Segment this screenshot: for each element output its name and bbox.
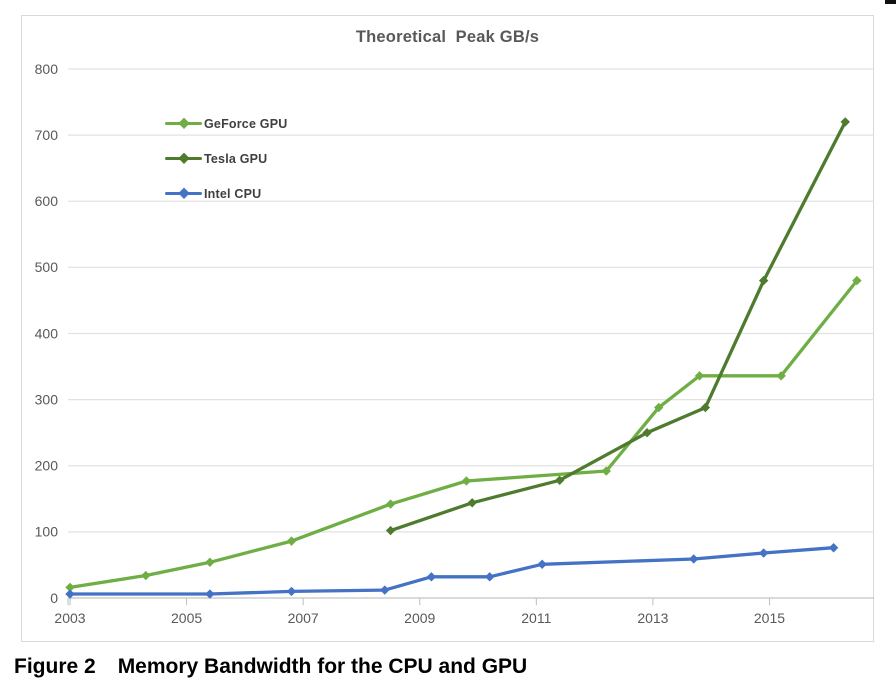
legend-line-intel-cpu [165, 188, 202, 199]
series-line-tesla-gpu [388, 120, 847, 533]
legend-label-intel-cpu: Intel CPU [204, 186, 262, 201]
y-tick-label-100: 100 [35, 524, 59, 540]
legend-item-intel-cpu: Intel CPU [165, 176, 287, 211]
x-tick-label-2009: 2009 [404, 610, 435, 626]
figure-caption-text: Memory Bandwidth for the CPU and GPU [117, 655, 528, 678]
marker-tesla-gpu-2016.3 [840, 117, 850, 127]
marker-geforce-gpu-2005.4 [205, 557, 215, 567]
y-tick-label-300: 300 [35, 391, 59, 407]
x-tick-label-2007: 2007 [288, 610, 319, 626]
marker-geforce-gpu-2016.5 [852, 275, 862, 286]
marker-geforce-gpu-2009.8 [461, 476, 472, 486]
x-tick-label-2011: 2011 [521, 610, 551, 626]
series-line-intel-cpu [68, 546, 836, 596]
marker-intel-cpu-2006.8 [286, 586, 297, 597]
y-tick-label-0: 0 [50, 590, 58, 606]
marker-tesla-gpu-2012.9 [642, 427, 652, 438]
marker-intel-cpu-2009.2 [426, 572, 437, 582]
marker-intel-cpu-2003 [65, 589, 75, 599]
legend-diamond-icon [178, 153, 189, 164]
y-tick-label-500: 500 [35, 259, 59, 275]
marker-intel-cpu-2014.9 [758, 548, 769, 558]
y-tick-label-200: 200 [35, 458, 59, 474]
legend-diamond-icon [178, 188, 189, 199]
legend-item-geforce-gpu: GeForce GPU [165, 106, 287, 141]
legend-label-geforce-gpu: GeForce GPU [204, 116, 288, 131]
marker-tesla-gpu-2008.5 [385, 525, 396, 536]
y-tick-label-700: 700 [35, 127, 59, 143]
x-tick-label-2013: 2013 [637, 610, 668, 626]
marker-intel-cpu-2013.7 [689, 554, 699, 564]
y-tick-label-800: 800 [35, 61, 59, 77]
x-tick-label-2005: 2005 [171, 610, 202, 626]
marker-geforce-gpu-2015.2 [776, 371, 786, 381]
marker-geforce-gpu-2008.5 [385, 499, 396, 509]
marker-tesla-gpu-2013.9 [700, 402, 711, 413]
legend-line-tesla-gpu [165, 153, 202, 164]
marker-geforce-gpu-2004.3 [141, 570, 151, 581]
x-tick-label-2003: 2003 [54, 610, 85, 626]
legend-line-geforce-gpu [165, 118, 202, 129]
y-tick-label-400: 400 [35, 325, 59, 341]
x-tick-label-2015: 2015 [754, 610, 785, 626]
chart-panel [21, 15, 874, 642]
marker-geforce-gpu-2013.8 [694, 371, 705, 381]
figure-caption-number: Figure 2 [14, 655, 96, 678]
legend-diamond-icon [178, 118, 189, 129]
legend-label-tesla-gpu: Tesla GPU [204, 151, 268, 166]
chart-title: Theoretical Peak GB/s [355, 28, 540, 46]
y-tick-label-600: 600 [35, 193, 59, 209]
marker-geforce-gpu-2012.2 [601, 466, 611, 476]
legend-item-tesla-gpu: Tesla GPU [165, 141, 287, 176]
marker-intel-cpu-2005.4 [205, 589, 215, 599]
marker-geforce-gpu-2013.1 [654, 402, 664, 413]
marker-tesla-gpu-2011.4 [554, 475, 565, 485]
marker-intel-cpu-2008.4 [380, 585, 390, 595]
chart-legend: GeForce GPU Tesla GPU Intel CPU [165, 106, 287, 211]
marker-intel-cpu-2011.1 [537, 559, 547, 569]
marker-tesla-gpu-2009.9 [467, 498, 477, 508]
cropped-text-fragment [885, 0, 896, 4]
series-line-geforce-gpu [68, 278, 859, 590]
figure-caption: Figure 2 Memory Bandwidth for the CPU and… [14, 655, 527, 679]
marker-intel-cpu-2010.2 [484, 572, 495, 582]
marker-tesla-gpu-2014.9 [758, 275, 769, 286]
marker-intel-cpu-2016.1 [828, 543, 839, 553]
marker-geforce-gpu-2006.8 [286, 536, 297, 546]
marker-geforce-gpu-2003 [65, 582, 75, 593]
